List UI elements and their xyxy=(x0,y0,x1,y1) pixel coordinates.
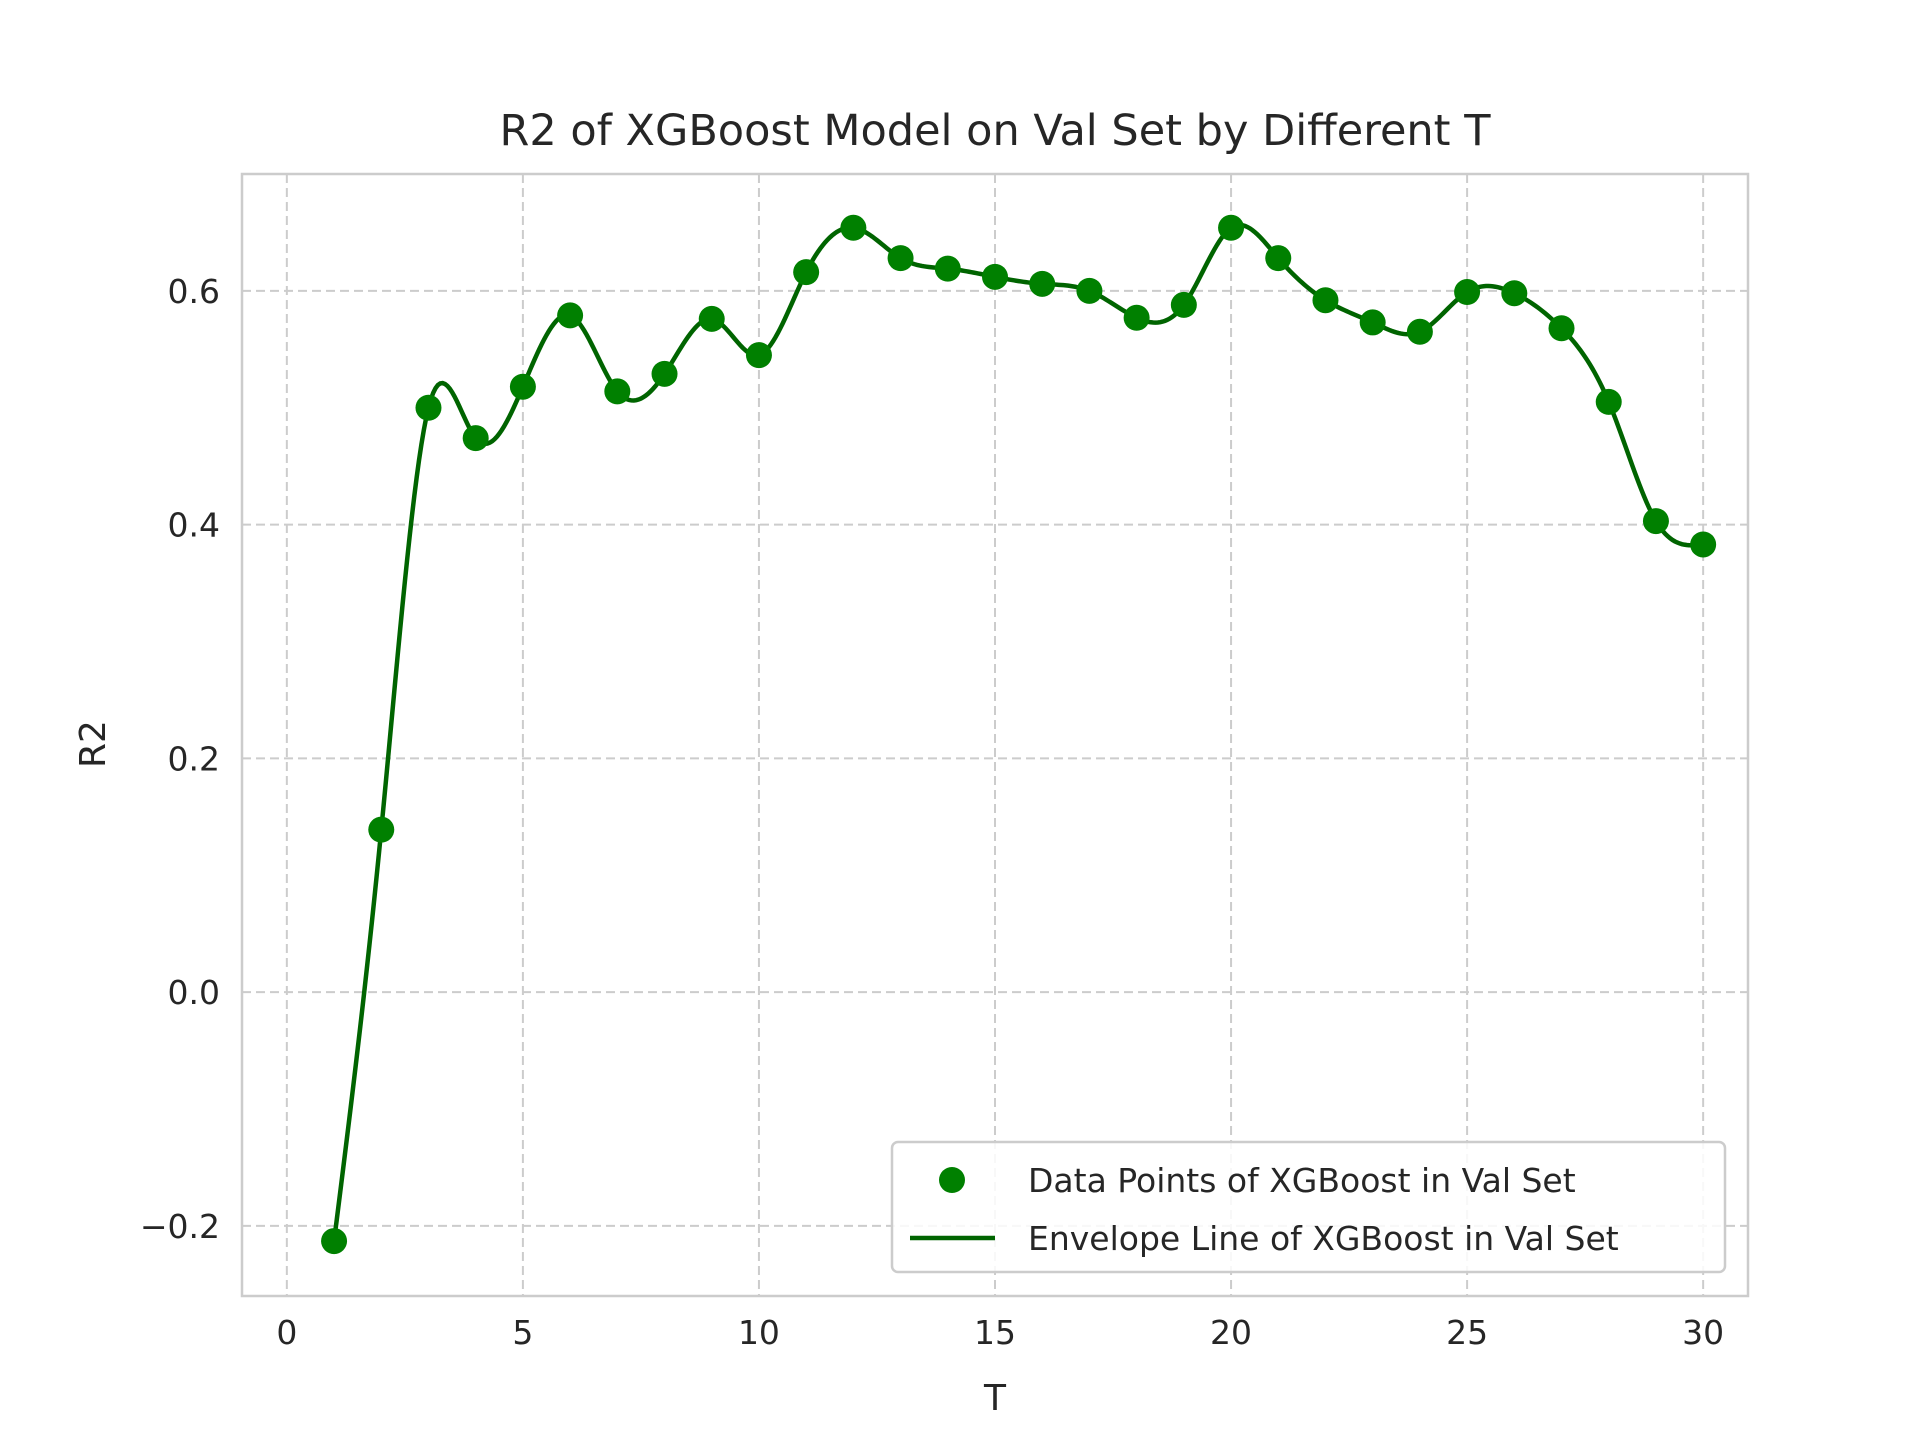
x-tick-label: 20 xyxy=(1210,1313,1252,1352)
y-tick-label: 0.4 xyxy=(168,506,220,545)
x-tick-label: 5 xyxy=(512,1313,533,1352)
data-point xyxy=(1690,531,1717,558)
legend-scatter-marker xyxy=(939,1167,965,1193)
data-point xyxy=(557,302,584,329)
x-tick-label: 30 xyxy=(1682,1313,1724,1352)
data-point xyxy=(793,259,820,286)
x-tick-label: 0 xyxy=(276,1313,297,1352)
data-point xyxy=(1406,318,1433,345)
data-point xyxy=(934,255,961,282)
chart-title: R2 of XGBoost Model on Val Set by Differ… xyxy=(500,106,1492,156)
legend: Data Points of XGBoost in Val Set Envelo… xyxy=(890,1140,1727,1274)
data-point xyxy=(604,378,631,405)
data-point xyxy=(415,394,442,421)
x-axis-label: T xyxy=(983,1378,1007,1419)
data-point xyxy=(1029,270,1056,297)
data-point xyxy=(321,1228,348,1255)
data-point xyxy=(1265,245,1292,272)
x-tick-label: 25 xyxy=(1446,1313,1488,1352)
data-point xyxy=(1170,291,1197,318)
data-point xyxy=(651,360,678,387)
data-point xyxy=(509,373,536,400)
legend-line-label: Envelope Line of XGBoost in Val Set xyxy=(1028,1219,1619,1258)
data-point xyxy=(1595,388,1622,415)
data-point xyxy=(745,342,772,369)
data-point xyxy=(840,214,867,241)
data-point xyxy=(1076,277,1103,304)
y-tick-label: 0.2 xyxy=(168,739,220,778)
legend-scatter-label: Data Points of XGBoost in Val Set xyxy=(1028,1161,1576,1200)
data-point xyxy=(368,816,395,843)
data-point xyxy=(1642,508,1669,535)
x-tick-label: 15 xyxy=(974,1313,1016,1352)
y-tick-label: 0.0 xyxy=(168,973,220,1012)
x-tick-label: 10 xyxy=(738,1313,780,1352)
data-point xyxy=(887,245,914,272)
y-axis-label: R2 xyxy=(73,720,114,768)
data-point xyxy=(1359,309,1386,336)
data-points xyxy=(321,214,1717,1255)
y-tick-label: 0.6 xyxy=(168,272,220,311)
tick-labels: 0 5 10 15 20 25 30 −0.2 0.0 0.2 0.4 0.6 xyxy=(140,272,1724,1352)
data-point xyxy=(1501,280,1528,307)
legend-box xyxy=(890,1140,1727,1274)
data-point xyxy=(1548,315,1575,342)
data-point xyxy=(1123,304,1150,331)
data-point xyxy=(1312,287,1339,314)
data-point xyxy=(698,305,725,332)
y-tick-label: −0.2 xyxy=(140,1207,220,1246)
data-point xyxy=(1218,214,1245,241)
data-point xyxy=(982,263,1008,290)
data-point xyxy=(462,425,489,452)
data-point xyxy=(1454,279,1481,306)
